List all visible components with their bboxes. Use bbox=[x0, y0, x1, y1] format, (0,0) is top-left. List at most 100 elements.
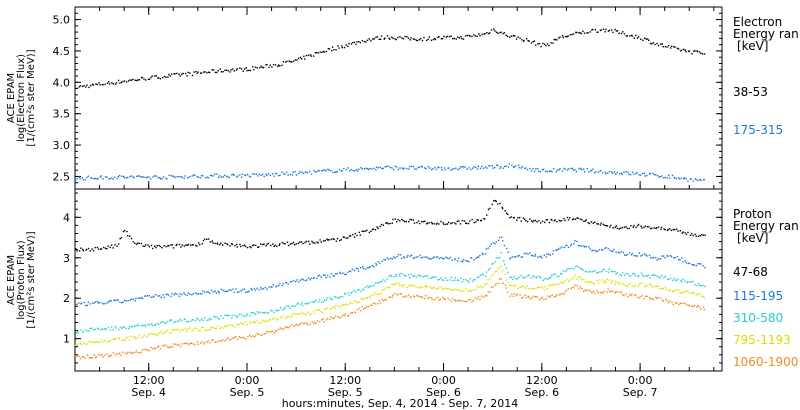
electron-point bbox=[651, 43, 653, 45]
proton-point bbox=[548, 296, 551, 298]
electron-point bbox=[538, 42, 541, 45]
proton-point bbox=[292, 241, 295, 244]
proton-point bbox=[344, 314, 346, 317]
electron-point bbox=[279, 65, 281, 67]
proton-point bbox=[656, 275, 658, 277]
proton-point bbox=[599, 224, 602, 226]
proton-point bbox=[256, 311, 258, 313]
proton-point bbox=[167, 245, 169, 247]
electron-point bbox=[681, 49, 683, 51]
proton-point bbox=[591, 292, 593, 294]
proton-point bbox=[687, 231, 689, 234]
proton-point bbox=[94, 328, 96, 330]
electron-point bbox=[566, 36, 568, 38]
proton-point bbox=[262, 319, 264, 322]
proton-point bbox=[552, 253, 554, 255]
electron-point bbox=[141, 176, 143, 178]
electron-point bbox=[373, 38, 375, 40]
proton-point bbox=[80, 342, 82, 345]
electron-point bbox=[490, 29, 493, 31]
electron-point bbox=[271, 66, 273, 68]
proton-point bbox=[421, 296, 424, 299]
proton-point bbox=[512, 256, 514, 258]
proton-point bbox=[315, 309, 318, 311]
proton-point bbox=[515, 284, 517, 286]
proton-point bbox=[351, 291, 353, 293]
electron-point bbox=[543, 43, 546, 45]
proton-point bbox=[610, 270, 613, 273]
electron-point bbox=[595, 171, 597, 173]
proton-point bbox=[154, 324, 157, 326]
proton-point bbox=[195, 292, 197, 294]
electron-point bbox=[340, 45, 343, 47]
electron-point bbox=[152, 176, 154, 178]
electron-point bbox=[76, 87, 78, 89]
proton-point bbox=[433, 276, 435, 278]
proton-point bbox=[327, 317, 329, 320]
electron-point bbox=[572, 169, 575, 171]
proton-point bbox=[196, 317, 198, 319]
proton-point bbox=[533, 219, 535, 222]
proton-point bbox=[630, 294, 632, 297]
proton-point bbox=[167, 294, 170, 296]
proton-point bbox=[170, 332, 172, 334]
electron-point bbox=[507, 35, 509, 38]
proton-point bbox=[96, 300, 99, 303]
proton-point bbox=[261, 334, 263, 337]
proton-point bbox=[399, 254, 402, 256]
proton-point bbox=[335, 240, 337, 242]
electron-point bbox=[363, 41, 366, 43]
electron-point bbox=[566, 169, 569, 171]
proton-point bbox=[652, 299, 655, 301]
proton-point bbox=[282, 283, 284, 285]
proton-point bbox=[115, 327, 117, 329]
electron-point bbox=[260, 65, 262, 67]
proton-point bbox=[697, 263, 699, 265]
proton-point bbox=[117, 353, 119, 355]
proton-point bbox=[541, 287, 544, 289]
proton-point bbox=[304, 279, 306, 282]
proton-point bbox=[664, 275, 667, 278]
proton-point bbox=[395, 282, 397, 285]
electron-ytick-label: 2.5 bbox=[53, 170, 71, 183]
proton-point bbox=[264, 320, 266, 322]
electron-point bbox=[97, 178, 99, 180]
proton-point bbox=[592, 249, 594, 251]
proton-point bbox=[245, 315, 248, 317]
proton-point bbox=[116, 299, 118, 302]
proton-point bbox=[351, 268, 353, 271]
proton-point bbox=[250, 288, 252, 290]
electron-point bbox=[561, 170, 564, 172]
proton-point bbox=[307, 311, 309, 313]
electron-point bbox=[204, 71, 206, 73]
proton-point bbox=[145, 336, 148, 338]
proton-point bbox=[276, 330, 278, 332]
proton-point bbox=[698, 306, 700, 308]
proton-point bbox=[196, 245, 198, 247]
proton-point bbox=[440, 220, 442, 223]
proton-point bbox=[250, 336, 252, 338]
proton-point bbox=[696, 306, 698, 308]
proton-point bbox=[645, 254, 647, 256]
proton-point bbox=[389, 296, 391, 298]
proton-point bbox=[307, 240, 310, 243]
proton-point bbox=[436, 222, 438, 224]
proton-point bbox=[450, 276, 452, 279]
electron-point bbox=[343, 167, 345, 170]
electron-point bbox=[377, 167, 380, 169]
proton-point bbox=[185, 330, 188, 333]
proton-point bbox=[615, 225, 617, 227]
electron-point bbox=[381, 168, 383, 170]
proton-point bbox=[182, 329, 185, 331]
electron-point bbox=[85, 86, 87, 88]
proton-point bbox=[465, 259, 467, 262]
proton-point bbox=[520, 286, 523, 288]
proton-point bbox=[651, 286, 653, 288]
proton-point bbox=[135, 350, 137, 352]
proton-point bbox=[306, 279, 308, 281]
proton-point bbox=[340, 273, 342, 275]
electron-point bbox=[602, 28, 605, 30]
proton-point bbox=[443, 279, 445, 281]
proton-series-47-68 bbox=[75, 199, 706, 252]
proton-point bbox=[80, 247, 82, 249]
